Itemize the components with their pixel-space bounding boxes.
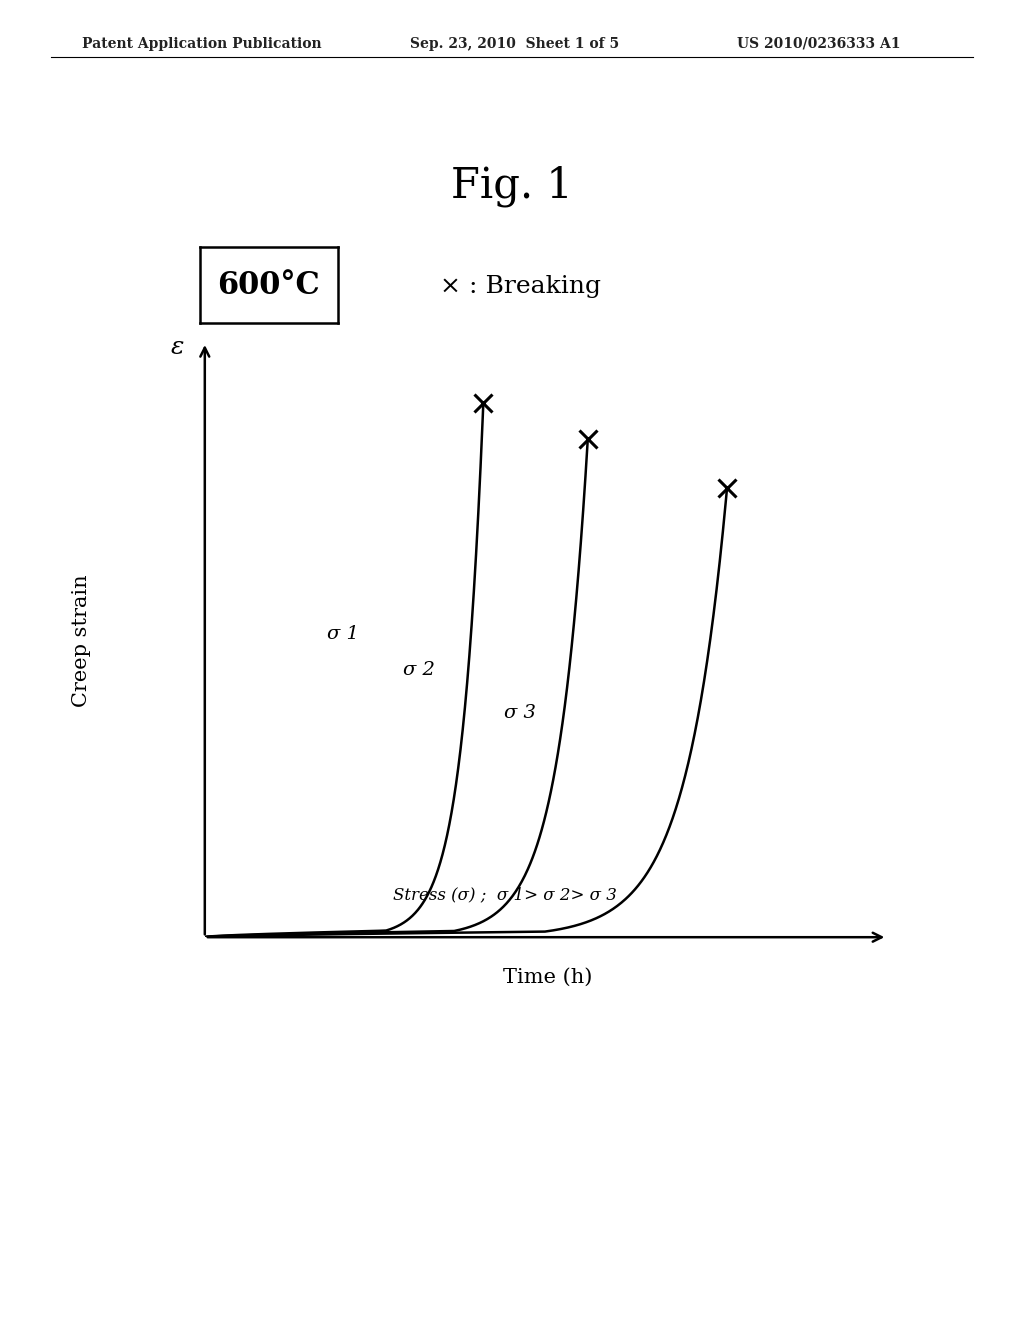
Text: Time (h): Time (h) <box>503 968 593 986</box>
Text: σ 2: σ 2 <box>403 661 435 678</box>
Text: σ 3: σ 3 <box>504 704 537 722</box>
Text: σ 1: σ 1 <box>327 624 358 643</box>
Text: US 2010/0236333 A1: US 2010/0236333 A1 <box>737 37 901 51</box>
Text: 600°C: 600°C <box>217 269 321 301</box>
Text: ε: ε <box>171 337 184 359</box>
Text: × : Breaking: × : Breaking <box>440 275 601 298</box>
Text: Fig. 1: Fig. 1 <box>452 165 572 207</box>
Text: Sep. 23, 2010  Sheet 1 of 5: Sep. 23, 2010 Sheet 1 of 5 <box>410 37 618 51</box>
Text: Patent Application Publication: Patent Application Publication <box>82 37 322 51</box>
Text: Creep strain: Creep strain <box>73 574 91 706</box>
Text: Stress (σ) ;  σ 1> σ 2> σ 3: Stress (σ) ; σ 1> σ 2> σ 3 <box>393 887 616 904</box>
